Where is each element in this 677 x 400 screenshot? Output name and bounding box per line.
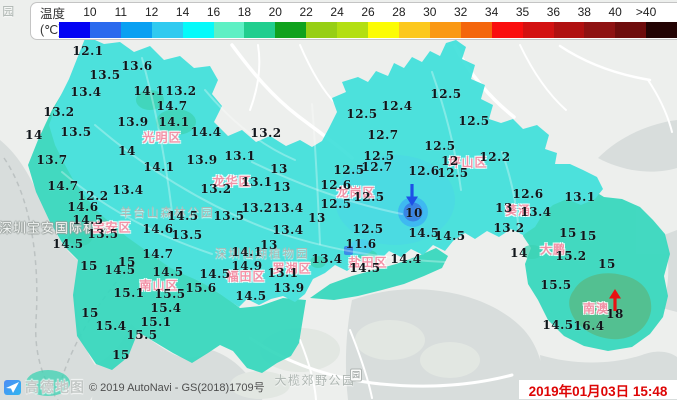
legend-tick: 12: [145, 5, 159, 19]
roads-under-overlay: [61, 57, 520, 263]
legend-ticks: 10 11 12 14 16 18 20 22 24 26 28 30 32 34 35 36 38 40 >40: [31, 5, 677, 21]
legend-tick: 35: [515, 5, 530, 19]
legend-tick: 18: [237, 5, 252, 19]
legend-tick: 11: [114, 5, 128, 19]
legend-swatch: [306, 22, 338, 38]
cold-spot-patch: [349, 239, 373, 255]
legend-tick: >40: [635, 5, 657, 19]
legend-tick: 38: [577, 5, 591, 19]
legend-tick: 40: [608, 5, 622, 19]
legend-swatch: [646, 22, 677, 38]
legend-tick: 14: [175, 5, 190, 19]
legend-swatch: [120, 22, 152, 38]
legend-tick: 16: [206, 5, 221, 19]
legend-swatch: [59, 22, 90, 38]
legend-swatches: [59, 22, 677, 38]
legend-swatch: [182, 22, 214, 38]
sea-shapes: [0, 120, 677, 400]
legend-swatch: [213, 22, 245, 38]
legend-swatch: [460, 22, 492, 38]
temp-region-main-cyan: [49, 36, 603, 307]
legend-tick: 10: [83, 5, 97, 19]
legend-tick: 22: [299, 5, 313, 19]
amap-logo-icon: [4, 379, 21, 395]
legend-title: 温度 (℃): [40, 6, 84, 38]
legend-tick: 32: [454, 5, 468, 19]
legend-swatch: [275, 22, 307, 38]
legend-swatch: [398, 22, 430, 38]
temperature-legend: 温度 (℃) 10 11 12 14 16 18 20 22 24 26 28 30 32 34 35 36 3…: [30, 2, 677, 40]
legend-tick: 36: [546, 5, 561, 19]
cold-spot-minor: [344, 246, 353, 255]
temp-region-west-teal: [28, 80, 306, 373]
legend-swatch: [337, 22, 369, 38]
temp-region-green: [569, 273, 652, 340]
temp-patch-cool-wash: [335, 155, 455, 245]
legend-tick: 20: [268, 5, 282, 19]
legend-tick: 24: [330, 5, 344, 19]
map-attribution: 高德地图 © 2019 AutoNavi - GS(2018)1709号: [4, 378, 265, 396]
legend-swatch: [429, 22, 461, 38]
timestamp: 2019年01月03日 15:48: [519, 380, 677, 399]
legend-swatch: [615, 22, 647, 38]
temperature-overlay: [26, 36, 670, 396]
amap-logo-text: 高德地图: [25, 379, 85, 395]
legend-tick: 34: [484, 5, 499, 19]
legend-tick: 30: [423, 5, 437, 19]
legend-swatch: [368, 22, 399, 38]
legend-swatch: [244, 22, 276, 38]
legend-tick: 28: [392, 5, 406, 19]
temp-accent-patches: [26, 90, 542, 396]
cold-spot-core: [403, 202, 423, 222]
legend-unit: (℃): [40, 23, 63, 37]
legend-swatch: [584, 22, 616, 38]
legend-tick: 26: [361, 5, 375, 19]
legend-swatch: [151, 22, 183, 38]
legend-swatch: [522, 22, 554, 38]
legend-title-text: 温度: [40, 7, 66, 21]
legend-swatch: [89, 22, 121, 38]
temp-region-se-teal: [310, 248, 448, 300]
legend-swatch: [491, 22, 523, 38]
copyright-text: © 2019 AutoNavi - GS(2018)1709号: [89, 382, 265, 394]
legend-swatch: [553, 22, 585, 38]
